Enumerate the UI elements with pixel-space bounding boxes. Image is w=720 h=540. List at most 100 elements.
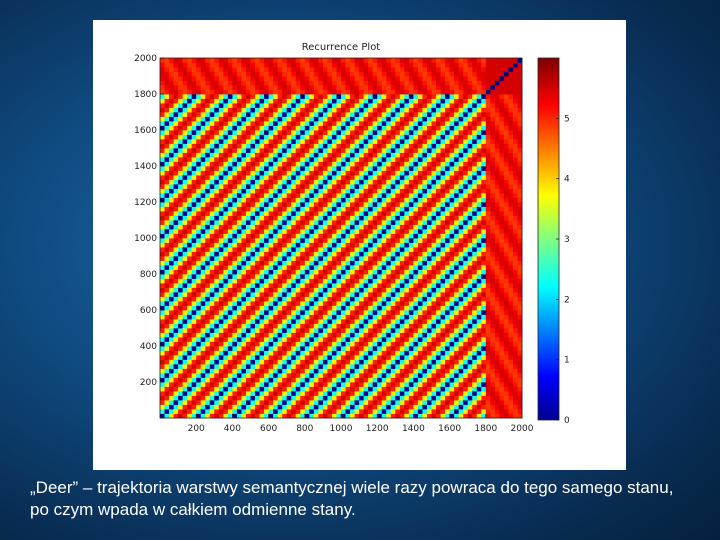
heatmap-cell <box>327 157 333 162</box>
heatmap-cell <box>404 112 410 117</box>
heatmap-cell <box>291 215 297 221</box>
heatmap-cell <box>245 58 251 63</box>
heatmap-cell <box>218 130 224 135</box>
heatmap-cell <box>386 98 392 104</box>
heatmap-cell <box>255 359 260 365</box>
heatmap-cell <box>422 76 428 81</box>
heatmap-cell <box>381 152 387 158</box>
heatmap-cell <box>304 305 310 311</box>
heatmap-cell <box>227 328 233 333</box>
heatmap-cell <box>300 287 306 293</box>
heatmap-cell <box>223 211 229 216</box>
heatmap-cell <box>313 346 319 351</box>
heatmap-cell <box>436 391 441 396</box>
heatmap-cell <box>223 314 229 320</box>
heatmap-cell <box>350 364 355 369</box>
heatmap-cell <box>187 184 193 189</box>
heatmap-cell <box>408 139 414 144</box>
heatmap-cell <box>341 179 346 185</box>
heatmap-cell <box>264 404 269 410</box>
heatmap-cell <box>169 377 174 383</box>
heatmap-cell <box>277 134 283 140</box>
heatmap-cell <box>377 346 383 351</box>
heatmap-cell <box>178 301 184 306</box>
heatmap-cell <box>205 350 211 356</box>
heatmap-cell <box>295 238 301 243</box>
heatmap-cell <box>227 125 233 131</box>
heatmap-cell <box>386 71 392 77</box>
heatmap-cell <box>395 89 401 95</box>
heatmap-cell <box>431 238 437 243</box>
heatmap-cell <box>395 283 401 288</box>
heatmap-cell <box>291 305 297 311</box>
heatmap-cell <box>300 296 306 302</box>
heatmap-cell <box>313 341 319 347</box>
heatmap-cell <box>205 134 211 140</box>
heatmap-cell <box>291 400 297 405</box>
heatmap-cell <box>214 413 220 419</box>
heatmap-cell <box>291 391 297 396</box>
heatmap-cell <box>273 274 279 279</box>
heatmap-cell <box>164 319 170 324</box>
heatmap-cell <box>169 373 174 378</box>
heatmap-cell <box>300 305 306 311</box>
heatmap-cell <box>322 251 328 257</box>
heatmap-cell <box>341 193 346 198</box>
heatmap-cell <box>164 161 170 167</box>
heatmap-cell <box>236 116 242 122</box>
heatmap-cell <box>173 355 179 360</box>
heatmap-cell <box>390 94 396 99</box>
heatmap-cell <box>436 62 441 68</box>
heatmap-cell <box>218 94 224 99</box>
heatmap-cell <box>169 206 174 212</box>
heatmap-cell <box>169 301 174 306</box>
heatmap-cell <box>196 323 202 329</box>
heatmap-cell <box>264 112 269 117</box>
heatmap-cell <box>341 175 346 180</box>
heatmap-cell <box>318 80 324 86</box>
heatmap-cell <box>359 58 365 63</box>
heatmap-cell <box>363 58 369 63</box>
heatmap-cell <box>223 296 229 302</box>
heatmap-cell <box>322 211 328 216</box>
heatmap-cell <box>327 98 333 104</box>
heatmap-cell <box>372 391 378 396</box>
heatmap-cell <box>368 337 374 342</box>
heatmap-cell <box>227 152 233 158</box>
heatmap-cell <box>236 269 242 275</box>
heatmap-cell <box>169 283 174 288</box>
heatmap-cell <box>336 134 342 140</box>
heatmap-cell <box>241 278 247 284</box>
heatmap-cell <box>368 85 374 90</box>
heatmap-cell <box>368 148 374 153</box>
heatmap-cell <box>345 355 351 360</box>
heatmap-cell <box>245 229 251 234</box>
heatmap-cell <box>381 364 387 369</box>
heatmap-cell <box>187 386 193 392</box>
heatmap-cell <box>426 409 432 414</box>
heatmap-cell <box>178 103 184 108</box>
heatmap-cell <box>417 368 423 374</box>
heatmap-cell <box>386 247 392 252</box>
heatmap-cell <box>191 202 197 207</box>
heatmap-cell <box>218 161 224 167</box>
heatmap-cell <box>336 89 342 95</box>
heatmap-cell <box>227 94 233 99</box>
heatmap-cell <box>359 404 365 410</box>
heatmap-cell <box>250 103 256 108</box>
heatmap-cell <box>377 229 383 234</box>
heatmap-cell <box>417 152 423 158</box>
heatmap-cell <box>268 85 274 90</box>
heatmap-cell <box>232 157 238 162</box>
heatmap-cell <box>291 238 297 243</box>
heatmap-cell <box>259 278 265 284</box>
heatmap-cell <box>327 341 333 347</box>
heatmap-cell <box>282 98 288 104</box>
heatmap-cell <box>350 395 355 401</box>
heatmap-cell <box>232 355 238 360</box>
heatmap-cell <box>390 197 396 203</box>
heatmap-cell <box>350 98 355 104</box>
heatmap-cell <box>354 184 360 189</box>
heatmap-cell <box>417 355 423 360</box>
heatmap-cell <box>417 67 423 72</box>
